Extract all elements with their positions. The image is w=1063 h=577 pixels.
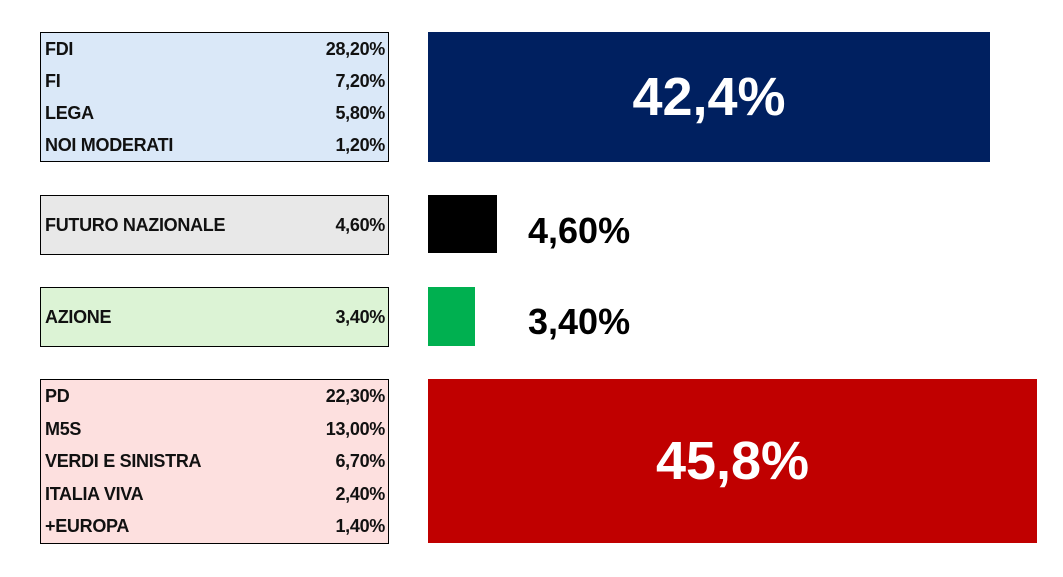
table-row: VERDI E SINISTRA 6,70% [41,445,388,478]
table-row: PD 22,30% [41,380,388,413]
party-name: +EUROPA [45,516,130,536]
coalition-bar: 45,8% [428,379,1037,543]
party-value: 6,70% [335,451,385,471]
party-name: FUTURO NAZIONALE [45,214,226,235]
table-row: M5S 13,00% [41,413,388,446]
total: 45,8% [655,431,810,491]
table-row: FDI 28,20% [41,33,388,65]
party-value: 3,40% [335,306,385,327]
party-name: VERDI E SINISTRA [45,451,202,471]
party-value: 13,00% [325,418,386,439]
party-name: AZIONE [45,306,112,327]
party-table: AZIONE 3,40% [40,287,389,347]
party-name: PD [45,386,70,406]
party-name: ITALIA VIVA [45,483,144,504]
party-value: 2,40% [335,483,385,504]
table-row: FI 7,20% [41,65,388,97]
color-square [428,195,497,253]
total: 3,40% [528,301,631,342]
party-name: NOI MODERATI [45,134,174,155]
party-name: LEGA [45,102,94,123]
table-row: +EUROPA 1,40% [41,510,388,543]
party-value: 5,80% [335,102,385,123]
party-value: 1,40% [335,516,385,536]
table-row: FUTURO NAZIONALE 4,60% [41,209,388,242]
party-value: 28,20% [325,38,386,59]
party-value: 1,20% [335,134,385,155]
party-name: FI [45,70,61,91]
party-name: FDI [45,38,74,59]
table-row: LEGA 5,80% [41,97,388,129]
total: 42,4% [632,67,786,127]
party-value: 4,60% [335,214,385,235]
color-square [428,287,475,346]
coalition-table: FDI 28,20% FI 7,20% LEGA 5,80% NOI MODERATI 1,2… [40,32,389,162]
party-value: 22,30% [325,386,386,406]
table-row: AZIONE 3,40% [41,301,388,334]
party-name: M5S [45,418,82,439]
coalition-table: PD 22,30% M5S 13,00% VERDI E SINISTRA 6,70% IT… [40,379,389,544]
party-value: 7,20% [335,70,385,91]
table-row: NOI MODERATI 1,20% [41,129,388,161]
table-row: ITALIA VIVA 2,40% [41,478,388,511]
coalition-bar: 42,4% [428,32,990,162]
party-table: FUTURO NAZIONALE 4,60% [40,195,389,255]
total: 4,60% [528,210,631,251]
